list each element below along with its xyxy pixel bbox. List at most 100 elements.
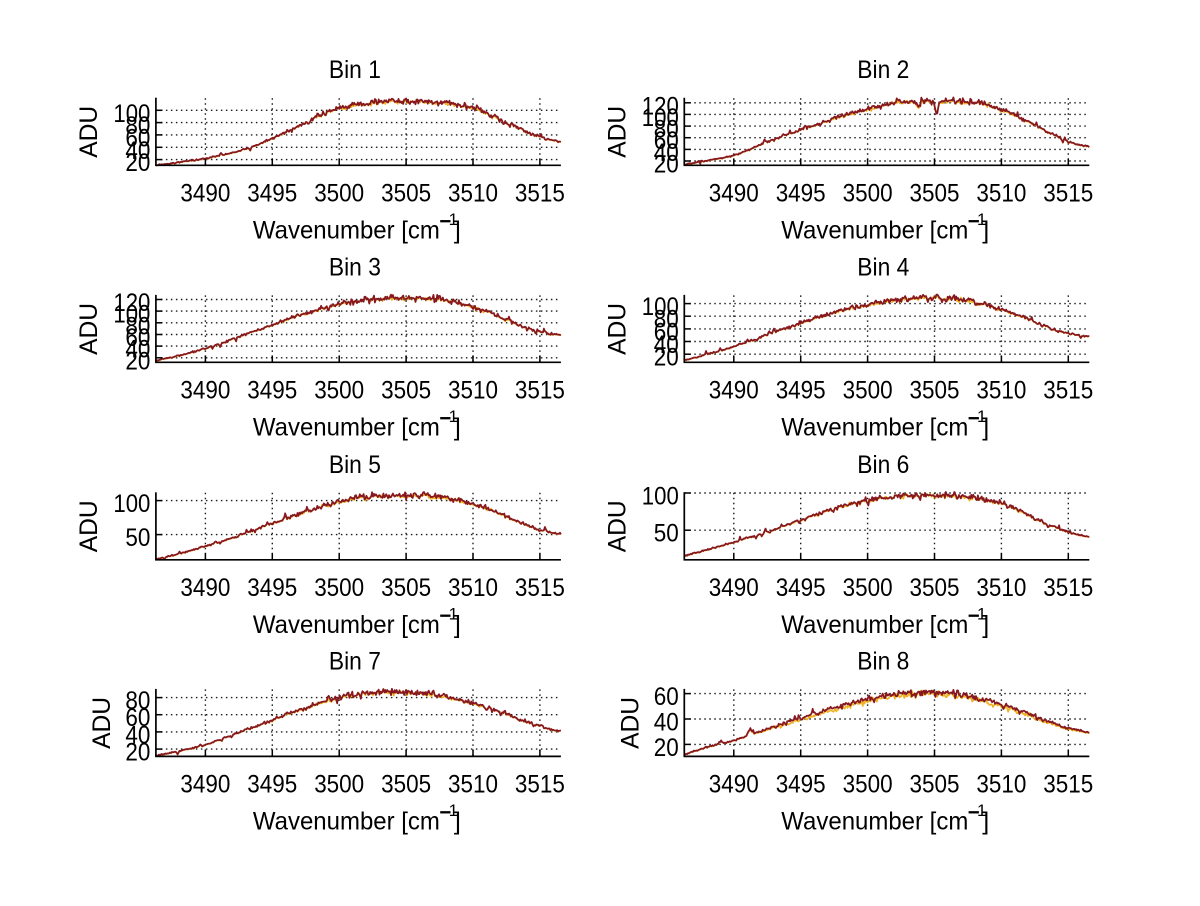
svg-text:Wavenumber [cm: Wavenumber [cm — [781, 413, 968, 441]
svg-text:Bin 6: Bin 6 — [857, 451, 909, 479]
svg-text:120: 120 — [113, 289, 150, 317]
svg-text:3505: 3505 — [381, 574, 431, 602]
svg-text:]: ] — [982, 413, 989, 441]
svg-text:Wavenumber [cm: Wavenumber [cm — [781, 611, 968, 639]
svg-text:1: 1 — [449, 407, 458, 426]
svg-text:3495: 3495 — [247, 770, 297, 798]
svg-text:20: 20 — [125, 739, 150, 767]
svg-text:ADU: ADU — [75, 303, 103, 355]
svg-text:3500: 3500 — [843, 574, 893, 602]
svg-text:40: 40 — [654, 709, 679, 737]
svg-text:80: 80 — [654, 116, 679, 144]
svg-text:3495: 3495 — [247, 376, 297, 404]
svg-text:3515: 3515 — [515, 574, 565, 602]
svg-text:100: 100 — [113, 490, 150, 518]
svg-text:3490: 3490 — [709, 770, 759, 798]
svg-text:3515: 3515 — [515, 376, 565, 404]
svg-text:100: 100 — [642, 483, 679, 511]
svg-text:ADU: ADU — [88, 697, 116, 749]
svg-text:]: ] — [454, 413, 461, 441]
svg-text:3505: 3505 — [381, 770, 431, 798]
svg-text:]: ] — [454, 807, 461, 835]
svg-text:1: 1 — [977, 605, 986, 624]
svg-text:Bin 1: Bin 1 — [329, 56, 381, 84]
svg-text:Wavenumber [cm: Wavenumber [cm — [253, 807, 440, 835]
svg-text:ADU: ADU — [75, 500, 103, 552]
svg-text:60: 60 — [654, 683, 679, 711]
svg-text:Wavenumber [cm: Wavenumber [cm — [253, 611, 440, 639]
svg-text:1: 1 — [977, 210, 986, 229]
svg-text:20: 20 — [125, 149, 150, 177]
svg-text:3490: 3490 — [709, 574, 759, 602]
svg-text:80: 80 — [654, 306, 679, 334]
svg-text:3500: 3500 — [314, 376, 364, 404]
svg-text:50: 50 — [654, 520, 679, 548]
svg-text:Bin 2: Bin 2 — [857, 56, 909, 84]
svg-text:1: 1 — [977, 801, 986, 820]
svg-text:]: ] — [454, 611, 461, 639]
svg-text:Bin 4: Bin 4 — [857, 253, 909, 281]
svg-text:3510: 3510 — [976, 574, 1026, 602]
svg-text:3495: 3495 — [776, 770, 826, 798]
svg-text:40: 40 — [654, 139, 679, 167]
svg-text:ADU: ADU — [603, 303, 631, 355]
svg-text:3495: 3495 — [247, 574, 297, 602]
svg-text:ADU: ADU — [75, 106, 103, 158]
svg-text:60: 60 — [125, 324, 150, 352]
svg-text:Wavenumber [cm: Wavenumber [cm — [253, 413, 440, 441]
svg-text:80: 80 — [125, 312, 150, 340]
svg-text:3510: 3510 — [976, 376, 1026, 404]
svg-text:3500: 3500 — [314, 574, 364, 602]
svg-text:3490: 3490 — [180, 770, 230, 798]
svg-text:20: 20 — [125, 347, 150, 375]
svg-text:3505: 3505 — [381, 179, 431, 207]
svg-text:1: 1 — [449, 605, 458, 624]
svg-text:]: ] — [982, 216, 989, 244]
svg-text:50: 50 — [125, 524, 150, 552]
svg-text:40: 40 — [654, 331, 679, 359]
svg-text:3490: 3490 — [709, 179, 759, 207]
svg-text:20: 20 — [654, 344, 679, 372]
svg-text:3515: 3515 — [1043, 770, 1093, 798]
svg-text:1: 1 — [977, 407, 986, 426]
svg-text:Bin 5: Bin 5 — [329, 451, 381, 479]
svg-text:3490: 3490 — [180, 179, 230, 207]
svg-text:3510: 3510 — [976, 770, 1026, 798]
svg-text:3515: 3515 — [515, 179, 565, 207]
svg-text:Bin 8: Bin 8 — [857, 647, 909, 675]
svg-text:3515: 3515 — [515, 770, 565, 798]
svg-text:]: ] — [454, 216, 461, 244]
svg-text:20: 20 — [654, 734, 679, 762]
svg-text:80: 80 — [125, 687, 150, 715]
svg-text:120: 120 — [642, 92, 679, 120]
svg-text:3495: 3495 — [247, 179, 297, 207]
svg-text:3505: 3505 — [381, 376, 431, 404]
svg-text:100: 100 — [642, 104, 679, 132]
svg-text:80: 80 — [125, 112, 150, 140]
svg-text:60: 60 — [654, 127, 679, 155]
svg-text:3515: 3515 — [1043, 376, 1093, 404]
svg-text:60: 60 — [654, 318, 679, 346]
svg-text:3515: 3515 — [1043, 574, 1093, 602]
svg-text:Bin 7: Bin 7 — [329, 647, 381, 675]
svg-text:Bin 3: Bin 3 — [329, 253, 381, 281]
svg-text:3510: 3510 — [448, 770, 498, 798]
svg-text:3510: 3510 — [448, 376, 498, 404]
svg-text:20: 20 — [654, 151, 679, 179]
svg-text:40: 40 — [125, 336, 150, 364]
svg-text:3495: 3495 — [776, 179, 826, 207]
svg-text:3500: 3500 — [843, 770, 893, 798]
svg-text:3490: 3490 — [709, 376, 759, 404]
svg-text:3500: 3500 — [843, 376, 893, 404]
svg-text:]: ] — [982, 807, 989, 835]
svg-text:ADU: ADU — [616, 697, 644, 749]
svg-text:3490: 3490 — [180, 574, 230, 602]
svg-text:3505: 3505 — [910, 376, 960, 404]
svg-text:3500: 3500 — [843, 179, 893, 207]
svg-text:3510: 3510 — [448, 179, 498, 207]
svg-text:Wavenumber [cm: Wavenumber [cm — [253, 216, 440, 244]
svg-text:3510: 3510 — [448, 574, 498, 602]
svg-text:60: 60 — [125, 704, 150, 732]
svg-text:3495: 3495 — [776, 376, 826, 404]
svg-text:3505: 3505 — [910, 574, 960, 602]
